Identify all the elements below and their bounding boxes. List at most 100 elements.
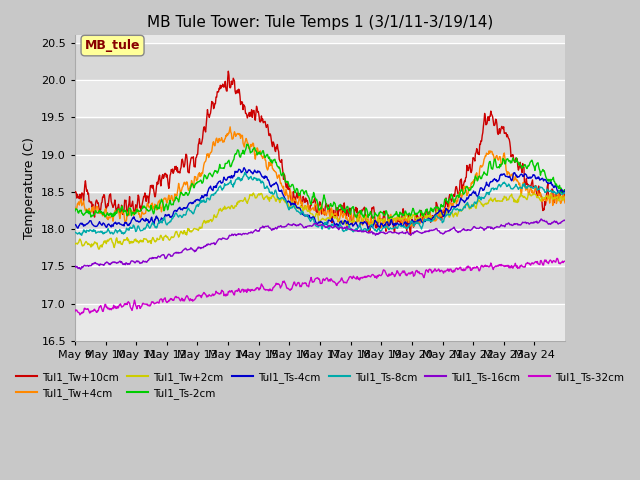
Tul1_Tw+10cm	[561, 191, 569, 196]
Bar	[75, 192, 565, 229]
Tul1_Tw+4cm	[356, 214, 364, 219]
Tul1_Ts-4cm	[101, 223, 109, 228]
Tul1_Ts-8cm	[385, 226, 392, 231]
Tul1_Ts-2cm	[385, 215, 392, 221]
Bar	[75, 80, 565, 117]
Tul1_Ts-8cm	[102, 229, 109, 235]
Tul1_Tw+2cm	[561, 194, 569, 200]
Line: Tul1_Ts-32cm: Tul1_Ts-32cm	[75, 258, 565, 315]
Tul1_Tw+2cm	[370, 216, 378, 222]
Line: Tul1_Ts-2cm: Tul1_Ts-2cm	[75, 144, 565, 218]
Tul1_Tw+2cm	[95, 246, 103, 252]
Tul1_Tw+2cm	[357, 222, 365, 228]
Line: Tul1_Ts-4cm: Tul1_Ts-4cm	[75, 168, 565, 229]
Tul1_Ts-4cm	[356, 220, 364, 226]
Tul1_Ts-16cm	[369, 231, 377, 237]
Tul1_Ts-32cm	[356, 276, 364, 281]
Tul1_Ts-32cm	[102, 301, 109, 307]
Tul1_Ts-8cm	[444, 211, 452, 217]
Tul1_Tw+10cm	[494, 132, 502, 137]
Tul1_Ts-4cm	[365, 226, 372, 232]
Tul1_Ts-8cm	[357, 225, 365, 230]
Tul1_Ts-2cm	[356, 208, 364, 214]
Line: Tul1_Ts-16cm: Tul1_Ts-16cm	[75, 219, 565, 269]
Line: Tul1_Tw+2cm: Tul1_Tw+2cm	[75, 193, 565, 249]
Tul1_Tw+4cm	[101, 207, 109, 213]
Tul1_Ts-32cm	[76, 312, 84, 318]
Tul1_Ts-4cm	[444, 207, 452, 213]
Tul1_Tw+10cm	[71, 189, 79, 195]
Bar	[75, 266, 565, 304]
Tul1_Ts-16cm	[102, 260, 109, 266]
Tul1_Tw+2cm	[444, 207, 452, 213]
Tul1_Ts-16cm	[384, 229, 392, 235]
Tul1_Tw+4cm	[444, 208, 452, 214]
Tul1_Tw+10cm	[384, 218, 392, 224]
Tul1_Tw+2cm	[250, 190, 257, 196]
Tul1_Ts-16cm	[537, 216, 545, 222]
Tul1_Ts-32cm	[71, 308, 79, 314]
Tul1_Ts-16cm	[71, 263, 79, 269]
Tul1_Tw+10cm	[101, 198, 109, 204]
Tul1_Tw+10cm	[356, 208, 364, 214]
Tul1_Tw+10cm	[369, 204, 377, 210]
Tul1_Ts-4cm	[494, 178, 502, 183]
Tul1_Ts-32cm	[444, 267, 451, 273]
Tul1_Ts-32cm	[369, 272, 377, 277]
Tul1_Ts-8cm	[370, 226, 378, 231]
Tul1_Tw+4cm	[369, 220, 377, 226]
Tul1_Tw+2cm	[385, 217, 392, 223]
Tul1_Ts-4cm	[561, 188, 569, 193]
Tul1_Ts-2cm	[243, 141, 250, 147]
Bar	[75, 43, 565, 80]
Tul1_Tw+10cm	[406, 232, 414, 238]
Tul1_Ts-2cm	[561, 187, 569, 193]
Tul1_Tw+10cm	[444, 204, 452, 210]
Tul1_Ts-8cm	[494, 183, 502, 189]
Tul1_Ts-32cm	[553, 255, 561, 261]
Tul1_Ts-32cm	[561, 258, 569, 264]
Tul1_Tw+2cm	[71, 240, 79, 246]
Tul1_Ts-2cm	[494, 165, 502, 170]
Text: MB_tule: MB_tule	[84, 39, 140, 52]
Tul1_Tw+4cm	[71, 204, 79, 210]
Tul1_Ts-16cm	[356, 227, 364, 233]
Y-axis label: Temperature (C): Temperature (C)	[22, 137, 36, 239]
Tul1_Ts-8cm	[241, 170, 249, 176]
Legend: Tul1_Tw+10cm, Tul1_Tw+4cm, Tul1_Tw+2cm, Tul1_Ts-2cm, Tul1_Ts-4cm, Tul1_Ts-8cm, T: Tul1_Tw+10cm, Tul1_Tw+4cm, Tul1_Tw+2cm, …	[12, 368, 628, 403]
Tul1_Tw+2cm	[494, 198, 502, 204]
Line: Tul1_Tw+4cm: Tul1_Tw+4cm	[75, 127, 565, 229]
Tul1_Ts-2cm	[71, 208, 79, 214]
Tul1_Ts-8cm	[561, 190, 569, 196]
Tul1_Ts-2cm	[369, 216, 377, 221]
Tul1_Ts-2cm	[370, 214, 378, 220]
Bar	[75, 155, 565, 192]
Line: Tul1_Ts-8cm: Tul1_Ts-8cm	[75, 173, 565, 235]
Tul1_Ts-16cm	[444, 228, 451, 234]
Tul1_Ts-16cm	[561, 218, 569, 224]
Tul1_Ts-32cm	[384, 274, 392, 279]
Tul1_Ts-32cm	[493, 263, 501, 269]
Tul1_Tw+4cm	[383, 226, 390, 232]
Tul1_Ts-4cm	[71, 222, 79, 228]
Bar	[75, 117, 565, 155]
Tul1_Ts-16cm	[77, 266, 84, 272]
Tul1_Ts-8cm	[71, 229, 79, 235]
Tul1_Tw+4cm	[227, 124, 234, 130]
Tul1_Tw+2cm	[102, 238, 109, 244]
Tul1_Tw+10cm	[225, 68, 232, 74]
Tul1_Tw+4cm	[494, 157, 502, 163]
Bar	[75, 304, 565, 341]
Tul1_Ts-8cm	[78, 232, 86, 238]
Bar	[75, 229, 565, 266]
Tul1_Tw+4cm	[561, 200, 569, 206]
Tul1_Ts-2cm	[444, 199, 452, 204]
Tul1_Ts-2cm	[101, 214, 109, 220]
Line: Tul1_Tw+10cm: Tul1_Tw+10cm	[75, 71, 565, 235]
Tul1_Ts-16cm	[493, 224, 501, 230]
Tul1_Tw+4cm	[385, 222, 392, 228]
Tul1_Ts-4cm	[385, 222, 392, 228]
Title: MB Tule Tower: Tule Temps 1 (3/1/11-3/19/14): MB Tule Tower: Tule Temps 1 (3/1/11-3/19…	[147, 15, 493, 30]
Tul1_Ts-4cm	[370, 221, 378, 227]
Tul1_Ts-4cm	[241, 165, 248, 170]
